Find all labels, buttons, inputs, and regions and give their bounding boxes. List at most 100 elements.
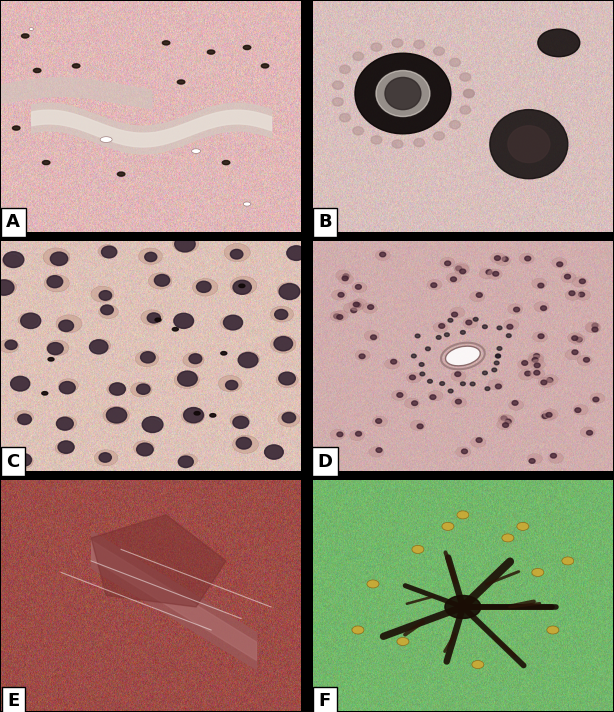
Ellipse shape: [230, 276, 257, 295]
Circle shape: [449, 58, 460, 66]
Circle shape: [136, 384, 150, 394]
Ellipse shape: [452, 397, 467, 407]
Circle shape: [495, 354, 500, 358]
Ellipse shape: [427, 279, 442, 290]
Ellipse shape: [530, 360, 545, 370]
Ellipse shape: [243, 202, 251, 206]
Ellipse shape: [586, 323, 601, 333]
Ellipse shape: [530, 368, 545, 379]
Ellipse shape: [222, 160, 230, 164]
Circle shape: [495, 354, 500, 358]
Ellipse shape: [243, 46, 251, 50]
Circle shape: [414, 138, 424, 147]
Text: D: D: [317, 453, 333, 471]
Circle shape: [411, 354, 416, 358]
Circle shape: [420, 372, 425, 376]
Circle shape: [18, 414, 31, 424]
Ellipse shape: [367, 580, 379, 588]
Circle shape: [593, 397, 599, 402]
Ellipse shape: [534, 302, 549, 312]
Ellipse shape: [14, 411, 33, 424]
Ellipse shape: [442, 523, 454, 530]
Ellipse shape: [362, 303, 377, 313]
Circle shape: [371, 43, 382, 51]
Ellipse shape: [479, 268, 494, 279]
Circle shape: [106, 407, 126, 423]
Circle shape: [512, 401, 518, 405]
Circle shape: [445, 261, 451, 266]
Ellipse shape: [278, 283, 300, 298]
Ellipse shape: [385, 78, 421, 110]
Ellipse shape: [384, 359, 400, 369]
Ellipse shape: [488, 269, 502, 279]
Ellipse shape: [143, 419, 161, 432]
Circle shape: [391, 360, 397, 364]
Ellipse shape: [44, 275, 69, 292]
Ellipse shape: [72, 64, 80, 68]
Circle shape: [189, 354, 202, 364]
Circle shape: [99, 453, 111, 462]
Ellipse shape: [504, 320, 519, 330]
Circle shape: [342, 276, 348, 281]
Ellipse shape: [135, 351, 158, 367]
Circle shape: [592, 328, 598, 332]
Circle shape: [223, 315, 243, 330]
Ellipse shape: [343, 303, 359, 313]
Ellipse shape: [179, 454, 197, 466]
Circle shape: [460, 330, 465, 334]
Circle shape: [376, 448, 382, 452]
Circle shape: [287, 246, 306, 261]
Ellipse shape: [518, 360, 533, 370]
Circle shape: [5, 340, 17, 350]
Ellipse shape: [580, 427, 595, 437]
Circle shape: [514, 308, 519, 312]
Circle shape: [47, 342, 63, 355]
Circle shape: [177, 371, 197, 386]
Circle shape: [225, 380, 238, 389]
Circle shape: [50, 252, 68, 266]
Circle shape: [440, 382, 445, 385]
Ellipse shape: [58, 379, 79, 392]
Ellipse shape: [91, 286, 114, 302]
Circle shape: [90, 340, 108, 354]
Circle shape: [392, 39, 403, 47]
Ellipse shape: [463, 318, 478, 328]
Circle shape: [353, 302, 359, 307]
Circle shape: [56, 417, 73, 430]
Circle shape: [525, 256, 530, 261]
Ellipse shape: [451, 371, 466, 382]
Circle shape: [572, 336, 578, 340]
Ellipse shape: [92, 339, 111, 352]
Ellipse shape: [532, 278, 546, 288]
Ellipse shape: [174, 371, 200, 389]
Circle shape: [142, 417, 163, 433]
Circle shape: [557, 262, 563, 266]
Circle shape: [414, 41, 424, 48]
Circle shape: [541, 380, 547, 384]
Ellipse shape: [472, 661, 484, 669]
Text: E: E: [7, 692, 20, 711]
Ellipse shape: [210, 414, 216, 417]
Circle shape: [494, 256, 500, 261]
Circle shape: [464, 90, 474, 98]
Circle shape: [534, 354, 540, 358]
Ellipse shape: [454, 263, 468, 273]
Ellipse shape: [336, 270, 351, 281]
Ellipse shape: [177, 80, 185, 84]
Ellipse shape: [42, 160, 50, 164]
Ellipse shape: [406, 372, 421, 383]
Ellipse shape: [117, 172, 125, 176]
Circle shape: [483, 325, 488, 328]
Circle shape: [464, 90, 474, 98]
Circle shape: [452, 312, 457, 317]
Circle shape: [410, 375, 416, 379]
Ellipse shape: [552, 258, 567, 268]
Ellipse shape: [56, 315, 82, 333]
Circle shape: [476, 438, 482, 442]
Circle shape: [462, 449, 467, 454]
Circle shape: [460, 269, 465, 273]
Ellipse shape: [0, 339, 19, 352]
Circle shape: [196, 281, 211, 293]
Ellipse shape: [375, 250, 391, 261]
Ellipse shape: [454, 264, 469, 275]
